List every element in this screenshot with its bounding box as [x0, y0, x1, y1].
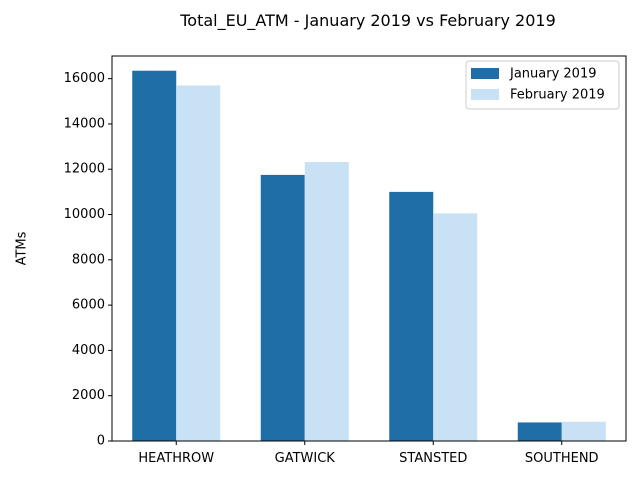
plot-area: 0 2000 4000 6000 8000 10000 12000 14000 16000 HEA… — [64, 55, 627, 466]
bar-southend-series-2 — [561, 421, 606, 441]
bar-southend-series-1 — [517, 422, 562, 441]
legend: January 2019 February 2019 — [465, 60, 620, 110]
bar-gatwick-series-2 — [304, 161, 349, 442]
chart-title: Total_EU_ATM - January 2019 vs February … — [179, 11, 556, 31]
y-tick-label: 14000 — [64, 116, 105, 131]
legend-swatch-2 — [471, 89, 499, 100]
bar-stansted-series-2 — [433, 213, 478, 441]
y-tick-label: 12000 — [64, 162, 105, 177]
y-tick-label: 4000 — [72, 343, 105, 358]
y-tick-label: 2000 — [72, 388, 105, 403]
y-tick-label: 6000 — [72, 298, 105, 313]
y-axis-label: ATMs — [15, 231, 30, 265]
y-tick-label: 16000 — [64, 71, 105, 86]
x-tick-label: STANSTED — [399, 451, 467, 466]
plot-frame — [111, 55, 627, 442]
legend-swatch-1 — [471, 68, 499, 79]
bar-stansted-series-1 — [389, 191, 434, 441]
y-tick-label: 0 — [97, 434, 105, 449]
x-tick-label: GATWICK — [275, 451, 336, 466]
bar-gatwick-series-1 — [260, 174, 305, 441]
x-tick-label: HEATHROW — [138, 451, 214, 466]
legend-box — [465, 60, 620, 110]
legend-label-1: January 2019 — [509, 67, 597, 82]
legend-label-2: February 2019 — [510, 88, 605, 103]
bar-heathrow-series-2 — [176, 85, 221, 442]
bar-heathrow-series-1 — [132, 70, 177, 442]
y-tick-label: 10000 — [64, 207, 105, 222]
x-tick-label: SOUTHEND — [525, 451, 599, 466]
y-tick-label: 8000 — [72, 252, 105, 267]
